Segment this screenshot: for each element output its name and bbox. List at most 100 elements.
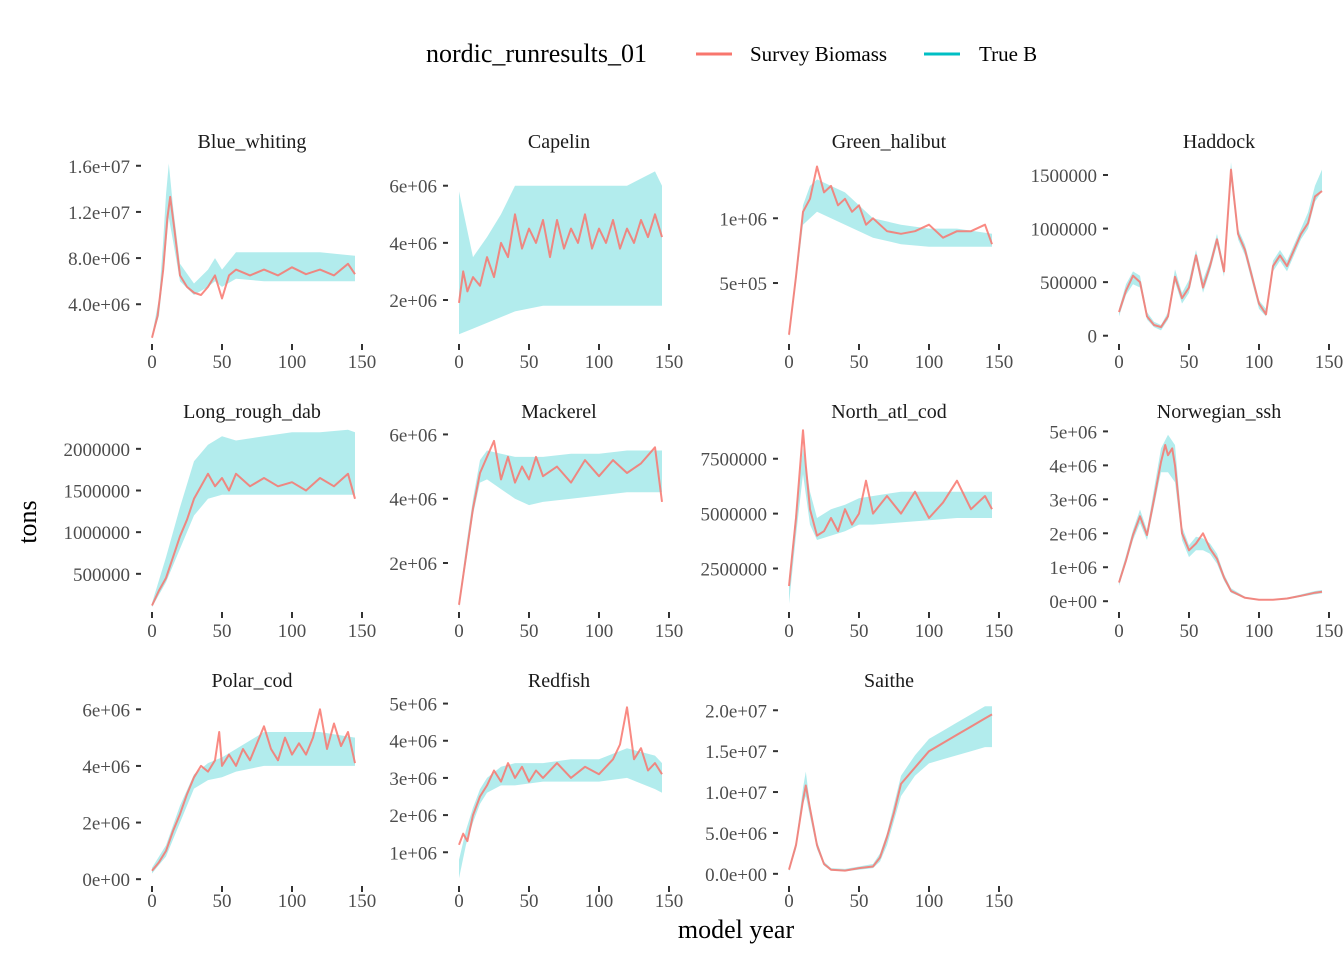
x-tick-label: 50: [520, 621, 539, 642]
y-tick-label: 0.0e+00: [705, 865, 767, 886]
x-tick-label: 100: [915, 891, 944, 912]
x-tick-label: 100: [915, 621, 944, 642]
x-tick-label: 50: [520, 891, 539, 912]
panel-title: Saithe: [864, 670, 914, 692]
y-tick-label: 1500000: [1031, 166, 1098, 187]
survey-biomass-line: [151, 472, 356, 606]
survey-biomass-line: [151, 708, 356, 872]
y-tick-label: 6e+06: [389, 177, 437, 198]
x-tick-label: 150: [1315, 621, 1344, 642]
x-tick-label: 50: [850, 621, 869, 642]
true-b-band: [459, 748, 662, 879]
y-tick-label: 2e+06: [82, 814, 130, 835]
y-tick-label: 1000000: [64, 523, 131, 544]
y-tick-label: 5e+05: [719, 274, 767, 295]
y-tick-label: 4.0e+06: [68, 295, 130, 316]
x-tick-label: 0: [1114, 621, 1124, 642]
legend-label-survey-biomass: Survey Biomass: [750, 42, 887, 66]
x-tick-label: 50: [850, 891, 869, 912]
panel-title: Polar_cod: [211, 670, 292, 692]
y-tick-label: 500000: [1040, 273, 1097, 294]
panel-title: Long_rough_dab: [183, 401, 321, 423]
panel-title: Blue_whiting: [198, 131, 307, 153]
panel-haddock: Haddock 0 500000 1000000 1500000 0 50 100 150: [1031, 131, 1344, 373]
survey-biomass-line: [1118, 444, 1323, 601]
true-b-band: [152, 163, 355, 339]
survey-biomass-line: [458, 706, 663, 846]
y-tick-label: 5.0e+06: [705, 824, 767, 845]
x-tick-label: 100: [585, 621, 614, 642]
y-tick-label: 2e+06: [389, 554, 437, 575]
true-b-band: [459, 450, 662, 608]
panel-saithe: Saithe 0.0e+00 5.0e+06 1.0e+07 1.5e+07 2.0e+0…: [705, 670, 1013, 912]
x-tick-label: 150: [655, 891, 684, 912]
x-tick-label: 150: [655, 352, 684, 373]
legend: nordic_runresults_01 Survey Biomass True…: [426, 39, 1037, 68]
x-tick-label: 100: [915, 352, 944, 373]
x-tick-label: 150: [1315, 352, 1344, 373]
x-tick-label: 50: [850, 352, 869, 373]
x-tick-label: 0: [454, 352, 464, 373]
survey-biomass-line: [458, 213, 663, 304]
x-tick-label: 0: [147, 621, 157, 642]
survey-biomass-line: [788, 429, 993, 587]
x-tick-label: 150: [348, 621, 377, 642]
y-tick-label: 2.0e+07: [705, 701, 767, 722]
y-tick-label: 2e+06: [389, 806, 437, 827]
panel-title: North_atl_cod: [831, 401, 947, 423]
y-tick-label: 4e+06: [82, 757, 130, 778]
true-b-band: [1119, 162, 1322, 331]
y-tick-label: 1e+06: [719, 209, 767, 230]
panel-long-rough-dab: Long_rough_dab 500000 1000000 1500000 200000…: [64, 401, 377, 642]
x-tick-label: 0: [454, 891, 464, 912]
panel-title: Norwegian_ssh: [1157, 401, 1281, 423]
panel-blue-whiting: Blue_whiting 4.0e+06 8.0e+06 1.2e+07 1.6e+07…: [68, 131, 376, 373]
x-tick-label: 0: [147, 891, 157, 912]
y-tick-label: 2e+06: [1049, 524, 1097, 545]
panel-capelin: Capelin 2e+06 4e+06 6e+06 0 50 100 150: [389, 131, 683, 373]
panel-green-halibut: Green_halibut 5e+05 1e+06 0 50 100 150: [719, 131, 1013, 373]
y-tick-label: 4e+06: [389, 234, 437, 255]
survey-biomass-line: [151, 195, 356, 338]
survey-biomass-line: [788, 713, 993, 872]
y-tick-label: 1000000: [1031, 220, 1098, 241]
x-tick-label: 100: [278, 352, 307, 373]
x-tick-label: 150: [348, 891, 377, 912]
panel-norwegian-ssh: Norwegian_ssh 0e+00 1e+06 2e+06 3e+06 4e+06 5e…: [1049, 401, 1343, 642]
x-tick-label: 150: [985, 352, 1014, 373]
x-tick-label: 150: [985, 891, 1014, 912]
x-tick-label: 100: [278, 621, 307, 642]
y-tick-label: 1.6e+07: [68, 157, 130, 178]
panel-title: Haddock: [1183, 131, 1255, 153]
panel-title: Green_halibut: [832, 131, 947, 153]
x-tick-label: 50: [213, 621, 232, 642]
y-tick-label: 7500000: [701, 450, 768, 471]
panel-title: Mackerel: [521, 401, 597, 423]
survey-biomass-line: [1118, 168, 1323, 329]
y-tick-label: 2000000: [64, 440, 131, 461]
panel-polar-cod: Polar_cod 0e+00 2e+06 4e+06 6e+06 0 50 100 150: [82, 670, 376, 912]
x-tick-label: 100: [585, 352, 614, 373]
facet-panels: Blue_whiting 4.0e+06 8.0e+06 1.2e+07 1.6e+07…: [64, 131, 1344, 912]
x-tick-label: 0: [784, 891, 794, 912]
y-tick-label: 1e+06: [1049, 558, 1097, 579]
x-tick-label: 50: [213, 891, 232, 912]
true-b-band: [789, 447, 992, 604]
y-tick-label: 0e+00: [1049, 592, 1097, 613]
legend-title: nordic_runresults_01: [426, 39, 647, 68]
y-tick-label: 1.0e+07: [705, 783, 767, 804]
y-axis-title: tons: [13, 500, 42, 543]
x-axis-title: model year: [678, 915, 795, 944]
panel-title: Capelin: [528, 131, 590, 153]
x-tick-label: 50: [1180, 621, 1199, 642]
y-tick-label: 1e+06: [389, 843, 437, 864]
x-tick-label: 100: [1245, 352, 1274, 373]
true-b-band: [789, 179, 992, 338]
true-b-band: [789, 706, 992, 872]
y-tick-label: 5e+06: [1049, 422, 1097, 443]
y-tick-label: 4e+06: [389, 490, 437, 511]
y-tick-label: 3e+06: [389, 769, 437, 790]
x-tick-label: 0: [147, 352, 157, 373]
x-tick-label: 50: [520, 352, 539, 373]
